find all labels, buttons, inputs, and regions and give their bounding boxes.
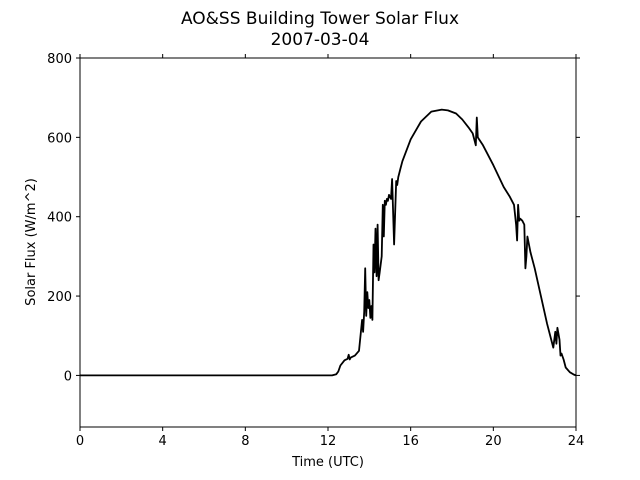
x-tick-label: 4	[159, 434, 167, 449]
x-tick-label: 16	[402, 434, 419, 449]
plot-frame	[79, 57, 577, 428]
x-tick-label: 8	[241, 434, 249, 449]
y-axis-ticks: 0 200 400 600 800	[47, 52, 580, 384]
solar-flux-line	[80, 108, 577, 377]
x-tick-label: 12	[320, 434, 337, 449]
x-axis-ticks: 0 4 8 12 16 20 24	[76, 54, 584, 449]
y-tick-label: 400	[47, 211, 72, 226]
chart-title: AO&SS Building Tower Solar Flux	[181, 9, 459, 29]
y-tick-label: 0	[64, 369, 72, 384]
y-axis-label: Solar Flux (W/m^2)	[24, 178, 39, 306]
x-axis-label: Time (UTC)	[291, 455, 364, 470]
x-tick-label: 0	[76, 434, 84, 449]
y-tick-label: 200	[47, 290, 72, 305]
plot-area	[80, 108, 577, 377]
x-tick-label: 24	[568, 434, 585, 449]
x-tick-label: 20	[485, 434, 502, 449]
y-tick-label: 600	[47, 131, 72, 146]
y-tick-label: 800	[47, 52, 72, 67]
chart-subtitle: 2007-03-04	[271, 30, 370, 50]
